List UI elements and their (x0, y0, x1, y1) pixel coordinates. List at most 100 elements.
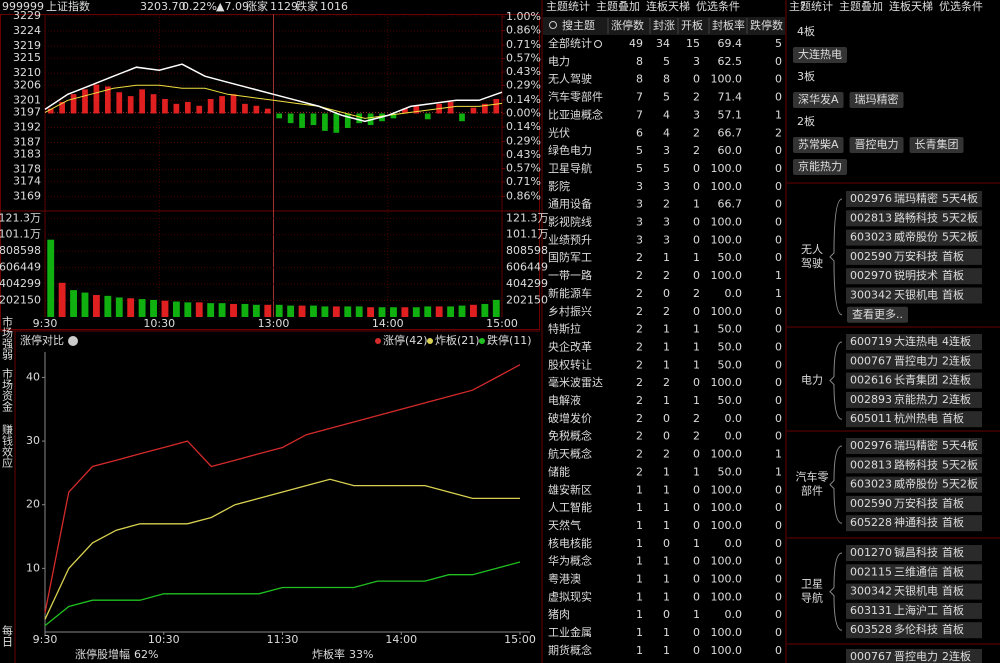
y-tick-label: 3224 (13, 24, 41, 37)
stock-row-bg[interactable] (846, 334, 982, 350)
table-cell: 2 (636, 340, 643, 353)
table-cell: 0 (775, 608, 782, 621)
table-cell: 1 (693, 537, 700, 550)
tab[interactable]: ? (800, 0, 806, 13)
stock-row-bg[interactable] (846, 210, 982, 227)
column-header[interactable]: 封涨 (653, 18, 675, 32)
stock-row-bg[interactable] (846, 287, 982, 304)
header-down-label: 跌家 (296, 0, 318, 13)
volume-bar (298, 305, 306, 317)
stock-chip[interactable] (909, 137, 964, 153)
stock-row-bg[interactable] (846, 229, 982, 246)
theme-name: 卫星导航 (548, 161, 592, 175)
table-cell: 0 (693, 573, 700, 586)
stock-chip[interactable] (793, 92, 844, 108)
footer-label: 涨停股增幅 (75, 647, 130, 661)
stock-row-bg[interactable] (846, 602, 982, 619)
stock-row-bg[interactable] (846, 515, 982, 532)
breadth-bar (70, 94, 77, 114)
tab[interactable]: 主题统计 (546, 0, 590, 13)
volume-bar (104, 295, 112, 317)
table-cell: 2 (636, 323, 643, 336)
volume-bar (115, 297, 123, 317)
table-cell: 2 (693, 412, 700, 425)
stock-code: 002976 (850, 439, 892, 452)
table-cell: 100.0 (711, 644, 743, 657)
column-header[interactable]: 搜主题 (562, 18, 595, 32)
table-cell: 0 (693, 376, 700, 389)
table-cell: 2 (636, 412, 643, 425)
stock-row-bg[interactable] (846, 372, 982, 389)
tab[interactable]: 优选条件 (939, 0, 983, 13)
tab[interactable]: 优选条件 (696, 0, 740, 13)
stock-row-bg[interactable] (846, 191, 982, 207)
legend-label: 跌停(11) (487, 333, 532, 347)
table-cell: 5 (663, 162, 670, 175)
x-tick-label: 11:30 (267, 633, 299, 646)
stock-chip[interactable] (793, 159, 847, 175)
column-header[interactable]: 开板 (681, 18, 703, 32)
table-cell: 2 (636, 358, 643, 371)
volume-bar (230, 303, 237, 317)
theme-name: 影视院线 (548, 215, 592, 229)
tab[interactable]: 连板天梯 (646, 0, 690, 13)
stock-row-bg[interactable] (846, 391, 982, 408)
stock-chip[interactable] (793, 137, 844, 153)
stock-chip[interactable] (847, 306, 908, 323)
stock-chip[interactable] (849, 137, 904, 153)
breadth-bar (424, 113, 431, 120)
tab[interactable]: 主题叠加 (839, 0, 883, 13)
stock-row-bg[interactable] (846, 622, 982, 639)
stock-row-bg[interactable] (846, 457, 982, 474)
stock-row-bg[interactable] (846, 476, 982, 493)
tab[interactable]: 主题统计 (789, 0, 833, 13)
column-header[interactable]: 跌停数 (750, 18, 783, 32)
stock-row-bg[interactable] (846, 583, 982, 600)
stock-row-bg[interactable] (846, 564, 982, 581)
y2-tick-label: 0.43% (506, 65, 541, 78)
y2-tick-label: 0.57% (506, 51, 541, 64)
volume-bar (138, 299, 146, 317)
table-cell: 100.0 (711, 376, 743, 389)
column-header[interactable]: 涨停数 (611, 18, 644, 32)
stock-row-bg[interactable] (846, 248, 982, 265)
column-header[interactable]: 封板率 (712, 18, 745, 32)
table-cell: 0 (693, 555, 700, 568)
table-cell: 0 (775, 626, 782, 639)
stock-row-bg[interactable] (846, 438, 982, 454)
tab[interactable]: 连板天梯 (889, 0, 933, 13)
table-cell: 5 (663, 91, 670, 104)
table-cell: 0 (775, 144, 782, 157)
side-tab[interactable]: 市场强弱 (1, 315, 14, 361)
stock-row-bg[interactable] (846, 411, 982, 428)
table-cell: 0 (663, 430, 670, 443)
side-tab[interactable]: 赚钱效应 (1, 423, 14, 469)
stock-status: 2连板 (942, 373, 971, 387)
y-tick-label: 3201 (13, 93, 41, 106)
table-cell: 1 (663, 573, 670, 586)
volume-bar (218, 303, 226, 317)
table-cell: 0 (775, 412, 782, 425)
y2-tick-label: 0.29% (506, 134, 541, 147)
breadth-bar (59, 101, 65, 114)
legend-dot (427, 338, 433, 344)
stock-code: 000767 (850, 354, 892, 367)
stock-row-bg[interactable] (846, 495, 982, 512)
footer-value: 62% (134, 648, 158, 661)
side-tab[interactable]: 市场资金 (1, 367, 14, 412)
stock-row-bg[interactable] (846, 545, 982, 561)
side-tab[interactable]: 每日 (1, 624, 14, 647)
stock-row-bg[interactable] (846, 268, 982, 285)
table-cell: 1 (663, 323, 670, 336)
volume-bar (184, 302, 192, 317)
stock-chip[interactable] (849, 92, 904, 108)
table-cell: 1 (693, 251, 700, 264)
table-cell: 0 (775, 537, 782, 550)
stock-chip[interactable] (793, 47, 847, 63)
table-cell: 100.0 (711, 626, 743, 639)
stock-row-bg[interactable] (846, 649, 982, 663)
stock-row-bg[interactable] (846, 353, 982, 370)
tab[interactable]: 主题叠加 (596, 0, 640, 13)
stock-code: 002893 (850, 393, 892, 406)
volume-bar (81, 292, 89, 317)
